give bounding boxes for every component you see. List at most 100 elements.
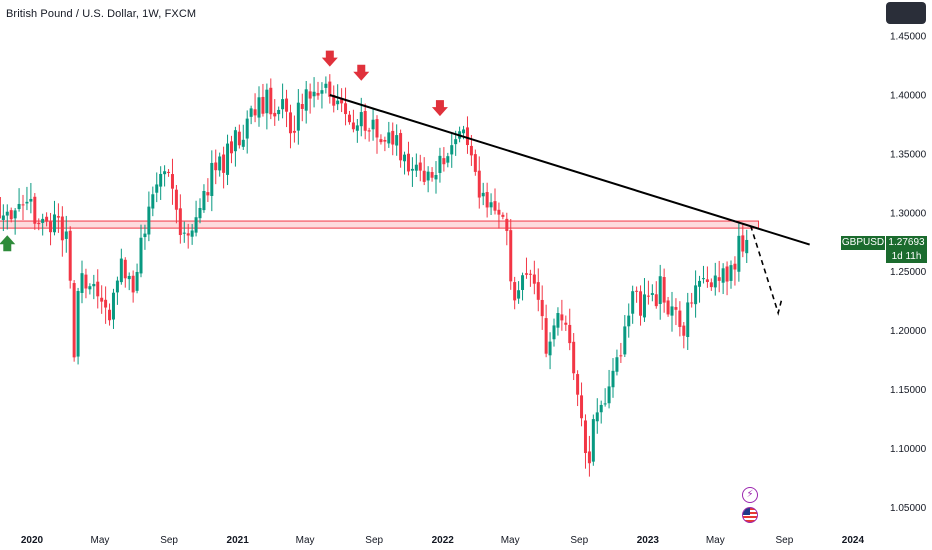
y-tick-label: 1.15000 — [890, 385, 927, 396]
candle-body — [603, 403, 607, 405]
chart-title: British Pound / U.S. Dollar, 1W, FXCM — [6, 8, 197, 20]
candle-body — [1, 215, 5, 220]
candle-body — [359, 112, 363, 127]
candle-body — [292, 130, 296, 133]
candle-body — [344, 103, 348, 115]
candle-body — [155, 184, 159, 193]
candle-body — [701, 278, 705, 280]
candle-body — [151, 194, 155, 209]
candle-body — [524, 273, 528, 275]
signal-arrows-layer — [0, 50, 448, 252]
candle-body — [52, 214, 56, 233]
x-tick-label: Sep — [365, 535, 383, 546]
candle-body — [363, 111, 367, 131]
candle-body — [210, 162, 214, 196]
candle-body — [438, 155, 442, 173]
candle-body — [324, 83, 328, 88]
candle-body — [355, 125, 359, 131]
candle-body — [422, 170, 426, 182]
candle-body — [745, 239, 749, 254]
candle-body — [182, 232, 186, 234]
x-tick-label: Sep — [775, 535, 793, 546]
candle-body — [202, 191, 206, 211]
candle-body — [560, 314, 564, 321]
arrow-up-icon — [0, 235, 16, 252]
x-tick-label: May — [91, 535, 110, 546]
candle-body — [167, 171, 171, 173]
arrow-down-icon — [353, 64, 370, 81]
candle-body — [721, 268, 725, 283]
candle-body — [226, 143, 230, 175]
candles-layer — [0, 74, 749, 477]
candle-body — [528, 273, 532, 275]
flash-icon[interactable]: ⚡ — [742, 487, 758, 503]
x-tick-label: May — [706, 535, 725, 546]
candle-body — [611, 370, 615, 388]
candle-body — [450, 145, 454, 155]
candle-body — [60, 216, 64, 241]
candle-body — [143, 233, 147, 238]
candle-body — [572, 341, 576, 374]
candle-body — [37, 222, 41, 225]
candle-body — [410, 168, 414, 171]
candle-body — [646, 295, 650, 297]
candle-body — [218, 156, 222, 171]
x-tick-label: 2024 — [842, 535, 865, 546]
candle-body — [532, 274, 536, 284]
candle-body — [21, 204, 25, 206]
projection-path — [749, 225, 783, 316]
price-axis[interactable]: 1.45000 1.40000 1.35000 1.30000 1.25000 1.200… — [890, 32, 927, 514]
y-tick-label: 1.10000 — [890, 444, 927, 455]
y-tick-label: 1.30000 — [890, 208, 927, 219]
resistance-zone — [0, 220, 760, 229]
x-tick-label: Sep — [570, 535, 588, 546]
candle-body — [96, 281, 100, 297]
top-right-button[interactable] — [886, 2, 926, 24]
candle-body — [654, 294, 658, 307]
time-axis[interactable]: 2020 May Sep 2021 May Sep 2022 May Sep 2023 May Sep… — [21, 535, 865, 546]
candle-body — [595, 412, 599, 422]
candle-body — [725, 266, 729, 282]
candle-body — [678, 310, 682, 327]
candle-body — [509, 230, 513, 282]
candle-body — [5, 211, 9, 216]
candle-body — [387, 132, 391, 144]
candle-body — [375, 119, 379, 138]
candle-body — [288, 112, 292, 134]
candle-body — [115, 280, 119, 293]
candle-body — [139, 237, 143, 274]
candle-body — [493, 201, 497, 211]
candle-body — [399, 133, 403, 161]
candle-body — [68, 230, 72, 281]
candle-body — [395, 135, 399, 146]
candle-body — [56, 216, 60, 218]
candle-body — [159, 173, 163, 187]
candle-body — [631, 291, 635, 314]
candle-body — [583, 420, 587, 454]
candle-body — [281, 99, 285, 110]
candle-body — [414, 164, 418, 171]
candle-body — [320, 90, 324, 94]
candle-body — [64, 231, 68, 239]
candle-body — [222, 154, 226, 173]
candle-body — [717, 277, 721, 281]
candle-body — [312, 91, 316, 97]
candle-body — [316, 92, 320, 96]
flag-canton — [743, 508, 750, 515]
candle-body — [426, 171, 430, 181]
candle-body — [690, 302, 694, 304]
us-flag-icon[interactable] — [742, 507, 758, 523]
candle-body — [29, 198, 33, 202]
drawings-layer — [329, 94, 810, 316]
candle-body — [642, 294, 646, 318]
x-tick-label: Sep — [160, 535, 178, 546]
badge-last-price: 1.27693 — [886, 236, 927, 250]
candle-body — [599, 404, 603, 413]
candle-body — [304, 89, 308, 111]
candle-body — [705, 279, 709, 283]
y-tick-label: 1.35000 — [890, 149, 927, 160]
candle-body — [108, 309, 112, 321]
candle-body — [245, 118, 249, 139]
